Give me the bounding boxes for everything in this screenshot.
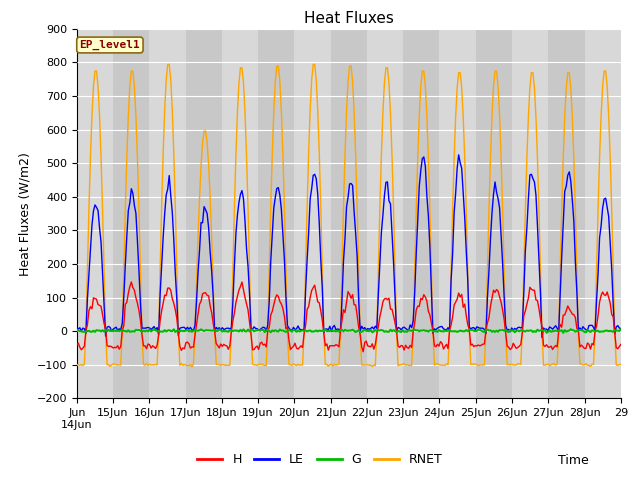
LE bbox=[311, 171, 319, 177]
LE bbox=[73, 326, 81, 332]
G bbox=[150, 326, 158, 332]
G bbox=[140, 328, 147, 334]
RNET bbox=[164, 61, 172, 67]
RNET bbox=[266, 264, 273, 270]
LE bbox=[235, 200, 243, 205]
Bar bbox=[294, 29, 331, 398]
Bar bbox=[149, 29, 186, 398]
H bbox=[73, 342, 81, 348]
RNET bbox=[314, 107, 321, 113]
Bar bbox=[403, 29, 440, 398]
RNET bbox=[589, 361, 597, 367]
Bar bbox=[77, 29, 113, 398]
Bar bbox=[476, 29, 512, 398]
Bar bbox=[222, 29, 258, 398]
H bbox=[359, 349, 367, 355]
H bbox=[237, 284, 244, 289]
G bbox=[255, 327, 262, 333]
LE bbox=[589, 324, 597, 330]
G bbox=[73, 327, 81, 333]
Text: EP_level1: EP_level1 bbox=[79, 40, 140, 50]
Bar bbox=[548, 29, 584, 398]
LE bbox=[617, 326, 625, 332]
G bbox=[589, 328, 597, 334]
G bbox=[312, 328, 320, 334]
RNET bbox=[188, 364, 196, 370]
H bbox=[141, 343, 149, 348]
Bar bbox=[440, 29, 476, 398]
Bar bbox=[367, 29, 403, 398]
LE bbox=[253, 326, 261, 332]
H bbox=[264, 328, 271, 334]
Bar bbox=[186, 29, 222, 398]
Bar bbox=[258, 29, 294, 398]
H bbox=[255, 347, 262, 352]
LE bbox=[262, 328, 270, 334]
Title: Heat Fluxes: Heat Fluxes bbox=[304, 11, 394, 26]
G bbox=[617, 326, 625, 332]
H bbox=[617, 341, 625, 347]
RNET bbox=[73, 361, 81, 367]
Text: Time: Time bbox=[558, 454, 589, 467]
RNET bbox=[238, 65, 246, 71]
H bbox=[589, 342, 597, 348]
LE bbox=[538, 335, 546, 340]
RNET bbox=[140, 361, 147, 367]
Y-axis label: Heat Fluxes (W/m2): Heat Fluxes (W/m2) bbox=[18, 152, 31, 276]
LE bbox=[455, 152, 463, 158]
Bar bbox=[584, 29, 621, 398]
G bbox=[237, 327, 244, 333]
G bbox=[559, 330, 567, 336]
Bar bbox=[331, 29, 367, 398]
LE bbox=[140, 325, 147, 331]
Line: H: H bbox=[77, 282, 621, 352]
RNET bbox=[256, 362, 264, 368]
Bar bbox=[512, 29, 548, 398]
RNET bbox=[617, 362, 625, 368]
H bbox=[127, 279, 135, 285]
G bbox=[264, 327, 271, 333]
Legend: H, LE, G, RNET: H, LE, G, RNET bbox=[193, 448, 447, 471]
Bar bbox=[113, 29, 149, 398]
H bbox=[312, 290, 320, 296]
Line: G: G bbox=[77, 329, 621, 333]
Line: LE: LE bbox=[77, 155, 621, 337]
Line: RNET: RNET bbox=[77, 64, 621, 367]
